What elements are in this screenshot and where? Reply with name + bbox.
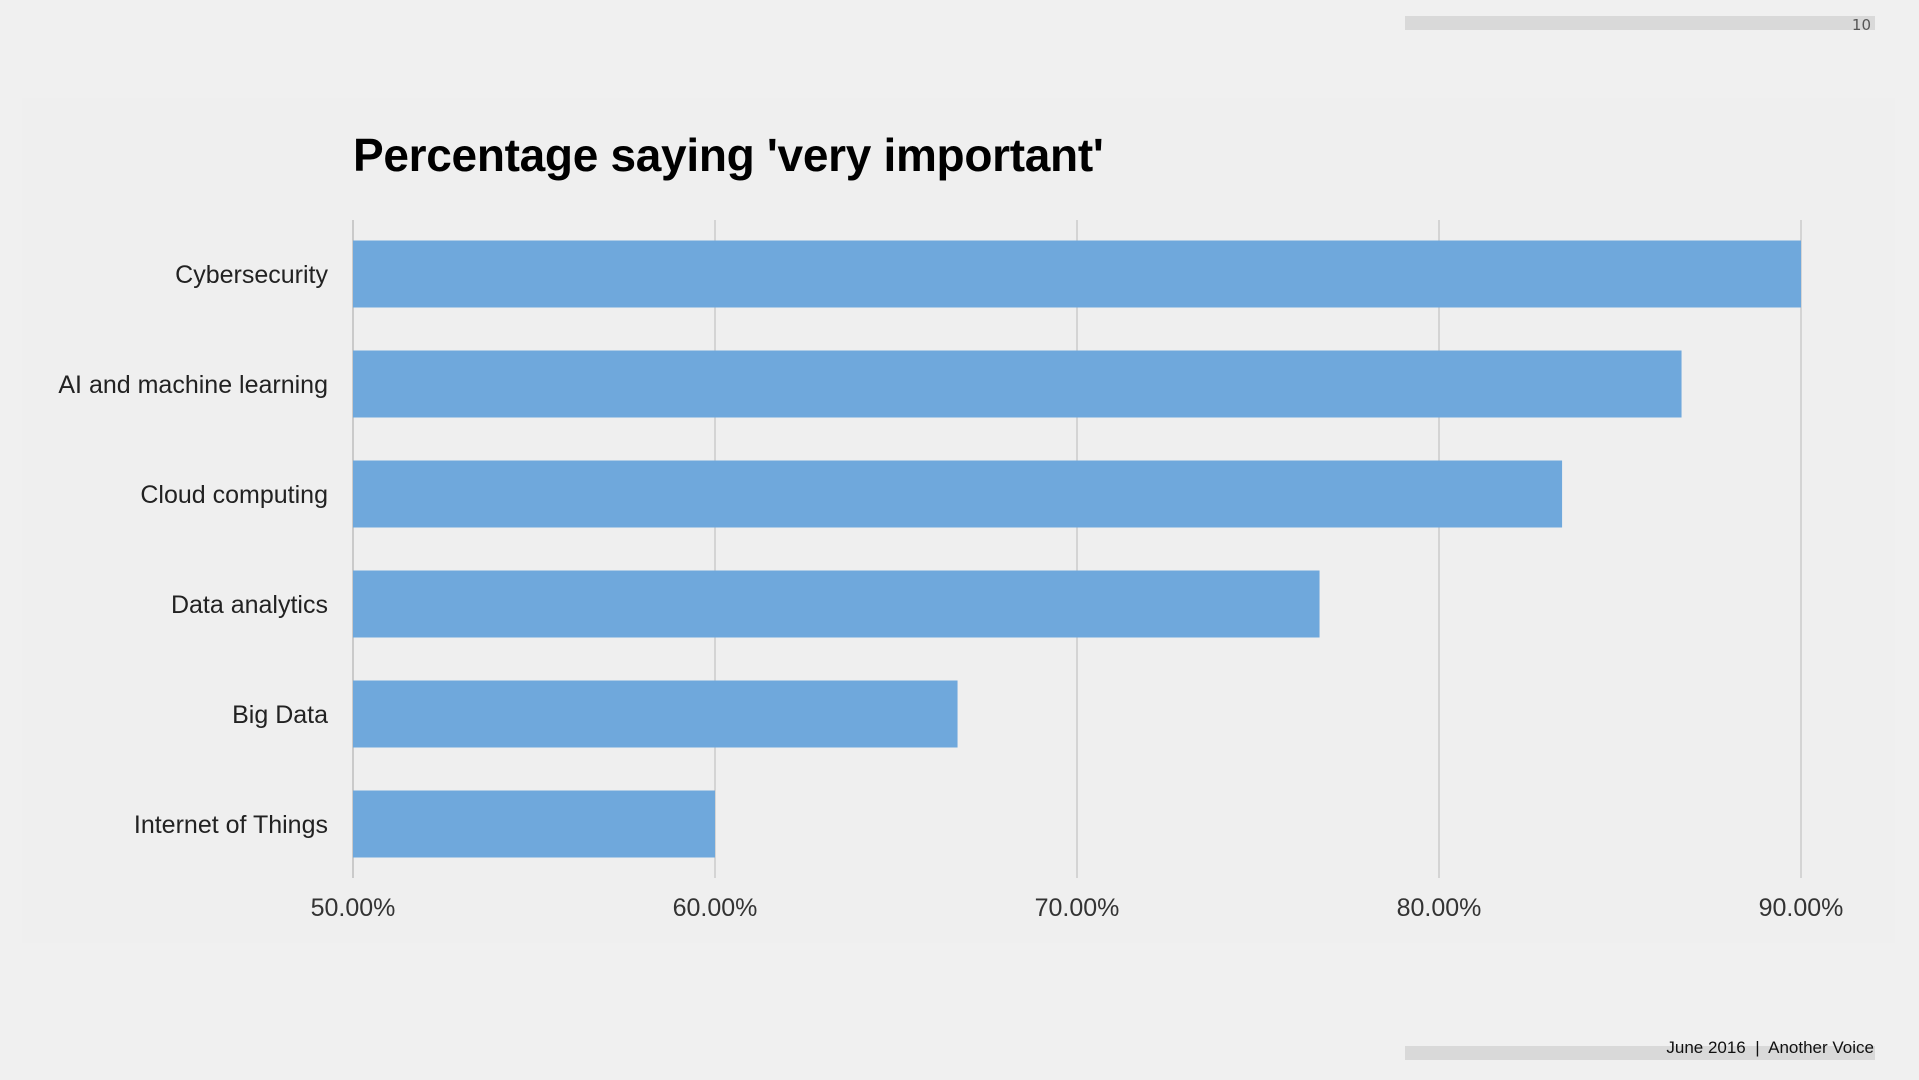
x-tick-label: 50.00% bbox=[311, 894, 396, 922]
category-label: Cybersecurity bbox=[175, 261, 328, 289]
category-label: Cloud computing bbox=[140, 481, 328, 509]
x-tick-label: 90.00% bbox=[1759, 894, 1844, 922]
bar-2 bbox=[353, 460, 1563, 528]
top-accent-bar bbox=[1405, 16, 1875, 30]
category-label: Big Data bbox=[232, 701, 328, 729]
x-tick-label: 70.00% bbox=[1035, 894, 1120, 922]
bar-1 bbox=[353, 350, 1682, 418]
x-tick-label: 60.00% bbox=[673, 894, 758, 922]
x-tick-label: 80.00% bbox=[1397, 894, 1482, 922]
chart-title: Percentage saying 'very important' bbox=[353, 129, 1104, 181]
category-label: Internet of Things bbox=[134, 811, 328, 839]
category-label: AI and machine learning bbox=[58, 371, 328, 399]
bar-0 bbox=[353, 240, 1801, 308]
bottom-accent-bar bbox=[1405, 1046, 1875, 1060]
page-number: 10 bbox=[1851, 16, 1871, 34]
bar-5 bbox=[353, 790, 715, 858]
footer-text: June 2016 | Another Voice bbox=[1666, 1038, 1874, 1057]
category-label: Data analytics bbox=[171, 591, 328, 619]
bar-3 bbox=[353, 570, 1320, 638]
bar-4 bbox=[353, 680, 958, 748]
